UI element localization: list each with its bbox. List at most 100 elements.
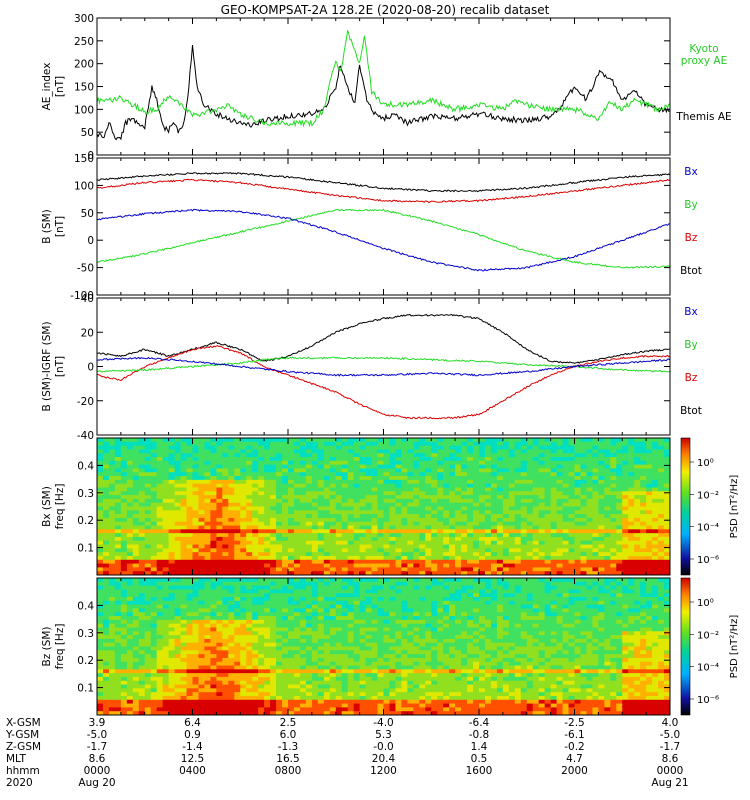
spectrogram-cell xyxy=(198,616,205,621)
spectrogram-cell xyxy=(628,533,635,538)
spectrogram-cell xyxy=(365,464,372,469)
spectrogram-cell xyxy=(520,476,528,481)
spectrogram-cell xyxy=(484,495,492,500)
spectrogram-cell xyxy=(550,487,557,492)
spectrogram-cell xyxy=(598,521,605,526)
spectrogram-cell xyxy=(264,676,271,682)
spectrogram-cell xyxy=(252,589,259,594)
spectrogram-cell xyxy=(401,536,408,542)
spectrogram-cell xyxy=(634,525,641,530)
spectrogram-cell xyxy=(198,585,205,590)
spectrogram-cell xyxy=(210,559,217,564)
spectrogram-cell xyxy=(437,457,444,462)
spectrogram-cell xyxy=(156,631,164,636)
spectrogram-cell xyxy=(270,449,277,454)
spectrogram-cell xyxy=(102,514,110,519)
spectrogram-cell xyxy=(634,498,641,504)
spectrogram-cell xyxy=(120,457,128,462)
spectrogram-cell xyxy=(347,491,355,496)
spectrogram-cell xyxy=(311,460,319,466)
spectrogram-cell xyxy=(484,533,492,538)
spectrogram-cell xyxy=(520,479,528,485)
y-tick-label: 0.4 xyxy=(77,460,94,472)
spectrogram-cell xyxy=(317,495,325,500)
spectrogram-cell xyxy=(443,468,450,473)
spectrogram-cell xyxy=(258,688,265,693)
spectrogram-cell xyxy=(144,529,152,534)
spectrogram-cell xyxy=(180,571,187,576)
spectrogram-cell xyxy=(568,453,575,458)
spectrogram-cell xyxy=(443,514,450,519)
spectrogram-cell xyxy=(252,453,259,458)
spectrogram-cell xyxy=(455,487,462,492)
spectrogram-cell xyxy=(556,441,563,447)
spectrogram-cell xyxy=(186,479,193,485)
spectrogram-cell xyxy=(210,646,217,651)
spectrogram-cell xyxy=(359,563,366,568)
spectrogram-cell xyxy=(311,498,319,504)
spectrogram-cell xyxy=(377,571,384,576)
spectrogram-cell xyxy=(258,457,265,462)
spectrogram-cell xyxy=(252,665,259,670)
spectrogram-cell xyxy=(114,567,122,572)
spectrogram-cell xyxy=(401,563,408,568)
spectrogram-cell xyxy=(270,457,277,462)
spectrogram-cell xyxy=(449,438,456,443)
spectrogram-cell xyxy=(616,552,623,557)
spectrogram-cell xyxy=(192,544,199,549)
spectrogram-cell xyxy=(502,460,510,466)
spectrogram-cell xyxy=(150,646,158,651)
spectrogram-cell xyxy=(616,449,623,454)
spectrogram-cell xyxy=(401,483,408,488)
spectrogram-cell xyxy=(234,559,241,564)
spectrogram-cell xyxy=(652,449,659,454)
spectrogram-cell xyxy=(622,510,629,515)
spectrogram-cell xyxy=(317,483,325,488)
spectrogram-cell xyxy=(556,540,563,545)
spectrogram-cell xyxy=(162,581,170,587)
spectrogram-cell xyxy=(210,487,217,492)
spectrogram-cell xyxy=(520,491,528,496)
spectrogram-cell xyxy=(628,476,635,481)
spectrogram-cell xyxy=(419,563,426,568)
spectrogram-cell xyxy=(616,502,623,507)
spectrogram-cell xyxy=(526,498,534,504)
spectrogram-cell xyxy=(664,510,671,515)
spectrogram-cell xyxy=(264,673,271,678)
spectrogram-cell xyxy=(234,495,241,500)
spectrogram-cell xyxy=(240,695,247,701)
spectrogram-cell xyxy=(461,483,468,488)
spectrogram-cell xyxy=(108,441,116,447)
spectrogram-cell xyxy=(395,533,402,538)
spectrogram-cell xyxy=(532,476,540,481)
spectrogram-cell xyxy=(634,506,641,511)
spectrogram-cell xyxy=(120,472,128,477)
spectrogram-cell xyxy=(538,453,546,458)
spectrogram-cell xyxy=(610,441,617,447)
spectrogram-cell xyxy=(156,552,164,557)
spectrogram-cell xyxy=(120,502,128,507)
spectrogram-cell xyxy=(646,510,653,515)
spectrogram-cell xyxy=(282,631,289,636)
spectrogram-cell xyxy=(264,487,271,492)
spectrogram-cell xyxy=(622,548,629,553)
spectrogram-cell xyxy=(144,559,152,564)
spectrogram-cell xyxy=(317,514,325,519)
spectrogram-cell xyxy=(192,468,199,473)
spectrogram-cell xyxy=(204,552,211,557)
spectrogram-cell xyxy=(299,502,307,507)
spectrogram-cell xyxy=(97,567,104,572)
spectrogram-cell xyxy=(329,491,337,496)
spectrogram-cell xyxy=(132,510,140,515)
spectrogram-cell xyxy=(496,563,504,568)
spectrogram-cell xyxy=(228,657,235,663)
spectrogram-cell xyxy=(180,536,187,542)
spectrogram-cell xyxy=(138,555,146,561)
spectrogram-cell xyxy=(114,616,122,621)
spectrogram-cell xyxy=(276,650,283,655)
spectrogram-cell xyxy=(150,529,158,534)
spectrogram-cell xyxy=(526,563,534,568)
spectrogram-cell xyxy=(556,506,563,511)
spectrogram-cell xyxy=(156,510,164,515)
